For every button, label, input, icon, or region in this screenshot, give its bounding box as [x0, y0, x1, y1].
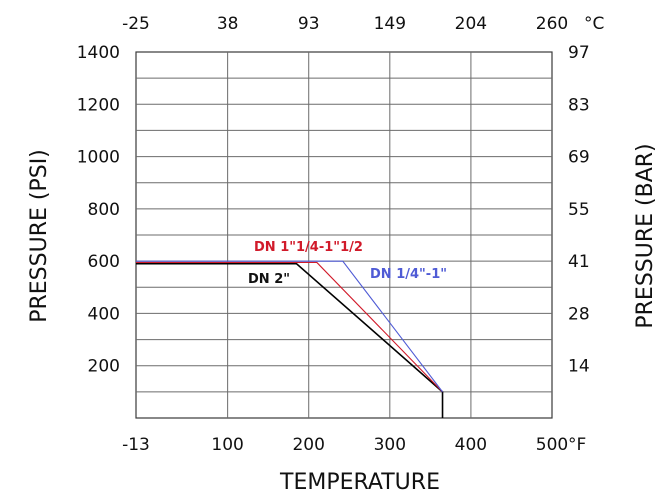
y-tick-label-right: 69 — [568, 148, 590, 168]
y-axis-title-left: PRESSURE (PSI) — [27, 149, 52, 323]
x-tick-label-bottom: 500 — [536, 435, 568, 455]
x-tick-label-bottom: -13 — [122, 435, 150, 455]
y-tick-label-right: 55 — [568, 200, 590, 220]
series-line-1 — [136, 261, 443, 393]
x-tick-label-top: 38 — [217, 14, 239, 34]
x-tick-label-top: 204 — [455, 14, 487, 34]
y-tick-label-right: 28 — [568, 304, 590, 324]
y-tick-label-left: 1400 — [77, 43, 120, 63]
y-tick-label-left: 1000 — [77, 148, 120, 168]
x-tick-label-bottom: 100 — [211, 435, 243, 455]
x-tick-label-bottom: 300 — [374, 435, 406, 455]
y-tick-label-right: 14 — [568, 357, 590, 377]
y-tick-label-right: 83 — [568, 95, 590, 115]
chart-series — [136, 260, 444, 418]
y-tick-label-right: 97 — [568, 43, 590, 63]
chart-ticks: -13 100 200 300 400 500 -25 38 93 149 204 260 1400 12… — [77, 14, 590, 455]
series-line-2 — [136, 260, 443, 393]
y-tick-label-left: 1200 — [77, 95, 120, 115]
x-axis-title: TEMPERATURE — [279, 470, 440, 494]
x-tick-label-bottom: 200 — [292, 435, 324, 455]
series-line-0 — [136, 262, 444, 418]
chart-grid — [135, 51, 553, 419]
y-tick-label-left: 800 — [88, 200, 120, 220]
x-tick-label-bottom: 400 — [455, 435, 487, 455]
y-tick-label-right: 41 — [568, 252, 590, 272]
y-axis-title-right: PRESSURE (BAR) — [633, 143, 657, 328]
series-label-dn-1-4-1: DN 1/4"-1" — [370, 267, 447, 282]
x-unit-top: °C — [584, 14, 604, 34]
series-label-dn-2: DN 2" — [248, 272, 290, 287]
x-tick-label-top: 93 — [298, 14, 320, 34]
x-tick-label-top: 149 — [374, 14, 406, 34]
x-unit-bottom: °F — [568, 435, 586, 455]
y-tick-label-left: 400 — [88, 304, 120, 324]
x-tick-label-top: 260 — [536, 14, 568, 34]
y-tick-label-left: 200 — [88, 357, 120, 377]
y-tick-label-left: 600 — [88, 252, 120, 272]
series-label-dn-1-1-4-1-1-2: DN 1"1/4-1"1/2 — [254, 240, 363, 255]
x-tick-label-top: -25 — [122, 14, 150, 34]
